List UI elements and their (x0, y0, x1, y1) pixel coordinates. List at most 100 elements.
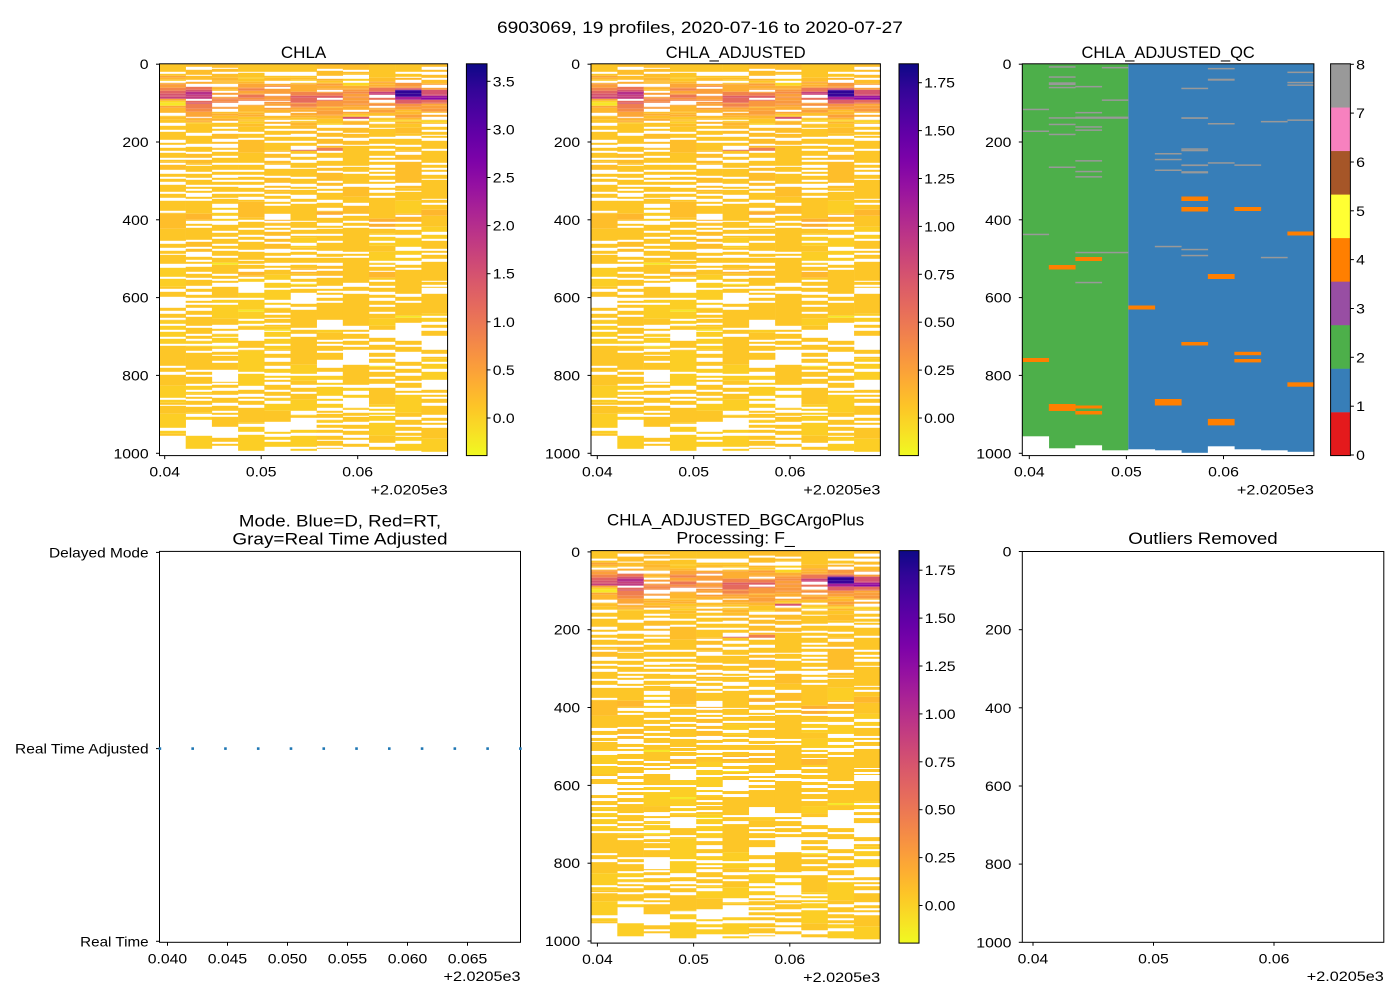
svg-text:800: 800 (554, 367, 581, 383)
svg-text:Real Time: Real Time (80, 933, 149, 949)
svg-text:CHLA: CHLA (281, 43, 327, 62)
svg-text:600: 600 (985, 290, 1012, 306)
svg-text:0: 0 (1356, 447, 1365, 463)
svg-text:1000: 1000 (976, 934, 1011, 950)
svg-text:+2.0205e3: +2.0205e3 (1237, 481, 1314, 497)
svg-text:5: 5 (1356, 203, 1365, 219)
svg-text:Mode. Blue=D, Red=RT,: Mode. Blue=D, Red=RT, (239, 512, 441, 531)
svg-text:0.05: 0.05 (1138, 950, 1169, 966)
svg-text:0.00: 0.00 (925, 898, 956, 914)
svg-text:3.5: 3.5 (493, 73, 515, 89)
svg-text:Outliers Removed: Outliers Removed (1128, 529, 1277, 548)
svg-text:200: 200 (985, 622, 1011, 638)
svg-text:0.04: 0.04 (149, 464, 180, 480)
svg-text:1.75: 1.75 (924, 75, 955, 91)
svg-text:CHLA_ADJUSTED_BGCArgoPlus: CHLA_ADJUSTED_BGCArgoPlus (607, 511, 864, 530)
svg-text:1.50: 1.50 (925, 610, 956, 626)
svg-text:1.25: 1.25 (925, 658, 956, 674)
svg-text:0.060: 0.060 (388, 950, 428, 966)
svg-text:0.05: 0.05 (1111, 464, 1142, 480)
svg-text:2.0: 2.0 (493, 218, 515, 234)
svg-text:1.25: 1.25 (924, 171, 955, 187)
svg-text:0.06: 0.06 (1259, 950, 1290, 966)
svg-text:0.25: 0.25 (924, 362, 955, 378)
svg-text:+2.0205e3: +2.0205e3 (371, 481, 448, 497)
svg-text:0: 0 (140, 56, 149, 72)
svg-text:1.0: 1.0 (493, 314, 515, 330)
svg-text:800: 800 (554, 855, 581, 871)
svg-text:6903069, 19 profiles, 2020-07-: 6903069, 19 profiles, 2020-07-16 to 2020… (497, 18, 903, 37)
svg-text:0.75: 0.75 (924, 266, 955, 282)
svg-text:Gray=Real Time Adjusted: Gray=Real Time Adjusted (232, 530, 447, 549)
svg-text:1000: 1000 (545, 933, 580, 949)
svg-text:0.065: 0.065 (448, 950, 488, 966)
svg-text:1.75: 1.75 (925, 562, 956, 578)
svg-text:0.04: 0.04 (582, 951, 613, 967)
svg-text:3.0: 3.0 (493, 121, 515, 137)
svg-text:0.50: 0.50 (925, 802, 956, 818)
svg-text:0.06: 0.06 (775, 464, 806, 480)
svg-text:600: 600 (554, 290, 581, 306)
svg-text:800: 800 (985, 367, 1012, 383)
svg-text:+2.0205e3: +2.0205e3 (444, 968, 521, 984)
svg-text:0.25: 0.25 (925, 850, 956, 866)
svg-text:0.50: 0.50 (924, 314, 955, 330)
svg-text:7: 7 (1356, 105, 1365, 121)
svg-text:1000: 1000 (114, 445, 149, 461)
svg-text:400: 400 (122, 212, 148, 228)
svg-text:600: 600 (122, 290, 149, 306)
svg-text:4: 4 (1356, 252, 1365, 268)
svg-text:0.06: 0.06 (1208, 464, 1239, 480)
svg-text:0: 0 (571, 544, 580, 560)
svg-text:200: 200 (985, 134, 1011, 150)
svg-text:2: 2 (1356, 349, 1365, 365)
svg-text:1: 1 (1356, 398, 1365, 414)
svg-text:600: 600 (985, 778, 1012, 794)
svg-text:0.040: 0.040 (148, 950, 188, 966)
svg-text:1.5: 1.5 (493, 266, 515, 282)
svg-text:200: 200 (122, 134, 148, 150)
svg-text:0.04: 0.04 (1014, 464, 1045, 480)
svg-text:0.05: 0.05 (678, 464, 709, 480)
svg-text:0.04: 0.04 (582, 464, 613, 480)
svg-text:0: 0 (1003, 544, 1012, 560)
svg-text:1.50: 1.50 (924, 123, 955, 139)
svg-text:2.5: 2.5 (493, 170, 515, 186)
svg-text:0: 0 (571, 56, 580, 72)
svg-text:200: 200 (554, 622, 580, 638)
svg-text:400: 400 (985, 700, 1011, 716)
svg-text:1.00: 1.00 (924, 218, 955, 234)
svg-text:0.0: 0.0 (493, 410, 515, 426)
svg-text:1.00: 1.00 (925, 706, 956, 722)
svg-text:8: 8 (1356, 56, 1365, 72)
svg-text:400: 400 (554, 212, 580, 228)
svg-text:0: 0 (1003, 56, 1012, 72)
svg-text:0.04: 0.04 (1018, 950, 1049, 966)
svg-text:0.00: 0.00 (924, 410, 955, 426)
svg-text:CHLA_ADJUSTED: CHLA_ADJUSTED (666, 43, 806, 62)
svg-text:400: 400 (554, 700, 580, 716)
svg-text:200: 200 (554, 134, 580, 150)
svg-text:Processing: F_: Processing: F_ (676, 529, 795, 548)
svg-text:0.05: 0.05 (246, 464, 277, 480)
svg-text:Delayed Mode: Delayed Mode (49, 544, 149, 560)
svg-text:+2.0205e3: +2.0205e3 (803, 969, 880, 985)
svg-text:3: 3 (1356, 301, 1365, 317)
svg-text:0.5: 0.5 (493, 362, 515, 378)
svg-text:1000: 1000 (976, 445, 1011, 461)
svg-text:0.050: 0.050 (268, 950, 308, 966)
svg-text:0.75: 0.75 (925, 754, 956, 770)
svg-text:CHLA_ADJUSTED_QC: CHLA_ADJUSTED_QC (1082, 43, 1255, 62)
svg-text:+2.0205e3: +2.0205e3 (1307, 968, 1384, 984)
svg-text:0.055: 0.055 (328, 950, 368, 966)
svg-text:600: 600 (554, 777, 581, 793)
svg-text:800: 800 (985, 856, 1012, 872)
svg-text:Real Time Adjusted: Real Time Adjusted (15, 741, 149, 757)
svg-text:0.05: 0.05 (678, 951, 709, 967)
svg-text:1000: 1000 (545, 445, 580, 461)
svg-text:0.06: 0.06 (774, 951, 805, 967)
svg-text:+2.0205e3: +2.0205e3 (803, 481, 880, 497)
svg-text:400: 400 (985, 212, 1011, 228)
svg-text:0.06: 0.06 (342, 464, 373, 480)
svg-text:800: 800 (122, 367, 149, 383)
